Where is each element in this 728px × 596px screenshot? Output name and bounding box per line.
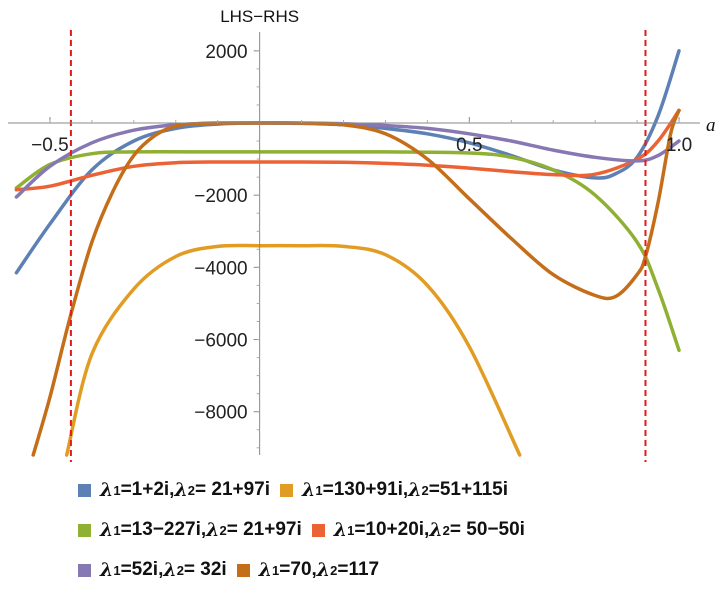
legend-value: = 50−50i (449, 519, 525, 540)
legend-value: =1+2i, (120, 479, 175, 500)
legend-lambda: λ (163, 559, 177, 581)
legend-row: λ 1 =52i, λ 2 = 32i λ 1 =70, λ 2 =117 (78, 550, 718, 590)
legend-subscript: 1 (113, 482, 121, 498)
legend-lambda: λ (100, 519, 114, 541)
legend-lambda: λ (316, 559, 331, 581)
legend-subscript: 2 (176, 562, 184, 578)
legend-swatch (78, 563, 91, 577)
legend-subscript: 1 (347, 522, 355, 538)
legend-value: =70, (279, 559, 317, 580)
legend-subscript: 1 (272, 562, 280, 578)
legend-row: λ 1 =13−227i, λ 2 = 21+97i λ 1 =10+20i, λ 2 = 50−… (78, 510, 718, 550)
legend-swatch (311, 523, 325, 537)
reference-lines (69, 30, 647, 462)
x-axis-title: a (706, 115, 716, 136)
legend-value: =52i, (120, 559, 164, 580)
legend-subscript: 2 (187, 482, 196, 498)
y-axis-title: LHS−RHS (220, 7, 299, 26)
legend-value: = 21+97i (195, 479, 271, 500)
legend-value: =10+20i, (354, 519, 430, 540)
y-tick-label: −4000 (194, 258, 247, 279)
legend-lambda: λ (100, 479, 114, 501)
legend-subscript: 2 (442, 522, 450, 538)
legend-swatch (78, 483, 91, 497)
series-line-3 (14, 150, 681, 353)
legend-lambda: λ (174, 479, 188, 501)
legend-item: λ 1 =52i, λ 2 = 32i (78, 559, 227, 581)
legend-item: λ 1 =130+91i, λ 2 =51+115i (280, 479, 508, 501)
legend-lambda: λ (206, 519, 220, 541)
legend-value: =117 (337, 559, 380, 580)
legend-item: λ 1 =10+20i, λ 2 = 50−50i (311, 519, 525, 541)
legend-value: =13−227i, (120, 519, 207, 540)
axes: −0.5 0.5 1.0 2000 −2000 −4000 −6000 −8000 a LH… (8, 7, 716, 455)
legend-item: λ 1 =70, λ 2 =117 (236, 559, 380, 581)
legend-lambda: λ (100, 559, 114, 581)
y-tick-label: −6000 (194, 331, 247, 352)
series-line-1 (14, 49, 681, 275)
y-ticks: 2000 −2000 −4000 −6000 −8000 (194, 42, 260, 449)
x-tick-label: 1.0 (666, 135, 692, 156)
series-line-4 (14, 108, 681, 192)
y-tick-label: 2000 (205, 42, 247, 63)
legend: λ 1 =1+2i, λ 2 = 21+97i λ 1 =130+91i, λ 2 =51+115… (78, 470, 718, 590)
legend-lambda: λ (302, 479, 316, 501)
legend-subscript: 1 (113, 562, 121, 578)
legend-subscript: 2 (219, 522, 227, 538)
x-ticks: −0.5 0.5 1.0 (31, 117, 692, 156)
legend-lambda: λ (333, 519, 348, 541)
legend-swatch (280, 483, 294, 497)
chart-plot: −0.5 0.5 1.0 2000 −2000 −4000 −6000 −8000 a LH… (8, 7, 716, 462)
legend-value: =51+115i (428, 479, 509, 500)
series-line-5 (14, 121, 681, 199)
legend-value: = 21+97i (226, 519, 302, 540)
series-line-6 (31, 108, 681, 457)
y-tick-label: −8000 (194, 403, 247, 424)
legend-item: λ 1 =13−227i, λ 2 = 21+97i (78, 519, 302, 541)
x-tick-label: 0.5 (456, 135, 482, 156)
legend-subscript: 1 (113, 522, 121, 538)
legend-swatch (236, 563, 250, 577)
legend-subscript: 1 (315, 482, 323, 498)
legend-swatch (78, 523, 91, 537)
legend-value: = 32i (183, 559, 227, 580)
legend-lambda: λ (408, 479, 422, 501)
legend-subscript: 2 (421, 482, 429, 498)
legend-item: λ 1 =1+2i, λ 2 = 21+97i (78, 479, 270, 501)
legend-lambda: λ (258, 559, 273, 581)
legend-subscript: 2 (330, 562, 338, 578)
legend-row: λ 1 =1+2i, λ 2 = 21+97i λ 1 =130+91i, λ 2 =51+115… (78, 470, 718, 510)
y-tick-label: −2000 (194, 186, 247, 207)
series-line-2 (64, 243, 522, 457)
x-tick-label: −0.5 (31, 135, 69, 156)
series-layer (14, 49, 681, 457)
legend-lambda: λ (429, 519, 443, 541)
legend-value: =130+91i, (322, 479, 409, 500)
